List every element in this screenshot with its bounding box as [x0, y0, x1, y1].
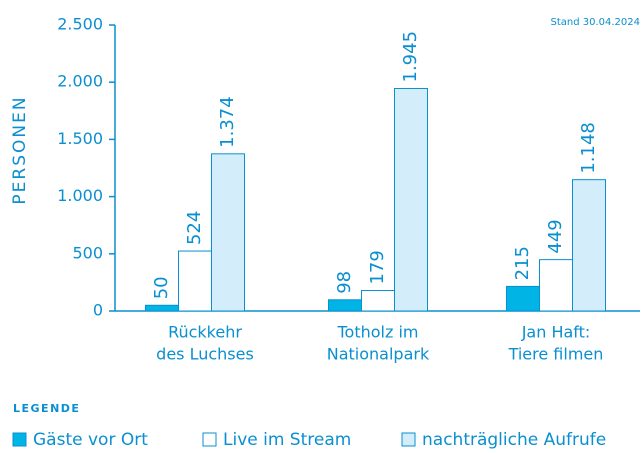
- value-label: 449: [545, 219, 566, 253]
- y-tick-label: 1.000: [57, 186, 103, 205]
- bar: [361, 290, 395, 312]
- bar: [572, 179, 606, 312]
- y-tick-label: 500: [72, 243, 103, 262]
- value-label: 1.945: [400, 31, 421, 83]
- note: Stand 30.04.2024: [550, 17, 640, 28]
- y-tick-label: 0: [93, 301, 103, 320]
- bar: [178, 250, 212, 312]
- value-label: 98: [334, 271, 355, 294]
- y-axis-label: PERSONEN: [10, 95, 30, 204]
- x-tick-label: Totholz im: [336, 323, 418, 342]
- legend-title: LEGENDE: [13, 402, 80, 415]
- x-tick-label: Nationalpark: [327, 345, 430, 364]
- bar: [539, 259, 573, 312]
- legend-label: Live im Stream: [223, 430, 351, 450]
- y-tick-label: 2.500: [57, 15, 103, 34]
- legend-swatch: [401, 432, 416, 447]
- bar: [394, 87, 428, 312]
- legend-label: Gäste vor Ort: [33, 430, 148, 450]
- y-tick-label: 2.000: [57, 72, 103, 91]
- value-label: 215: [512, 246, 533, 280]
- bar: [211, 153, 245, 312]
- legend-swatch: [12, 432, 27, 447]
- value-label: 1.374: [217, 96, 238, 148]
- value-label: 50: [151, 276, 172, 299]
- value-label: 1.148: [578, 122, 599, 174]
- legend-label: nachträgliche Aufrufe: [422, 430, 606, 450]
- legend-swatch: [202, 432, 217, 447]
- value-label: 179: [367, 250, 388, 284]
- value-label: 524: [184, 211, 205, 245]
- x-tick-label: des Luchses: [156, 345, 254, 364]
- x-tick-label: Tiere filmen: [508, 345, 604, 364]
- bar: [145, 304, 179, 312]
- bar: [506, 285, 540, 312]
- y-tick-label: 1.500: [57, 129, 103, 148]
- x-tick-label: Rückkehr: [168, 323, 242, 342]
- x-tick-label: Jan Haft:: [521, 323, 591, 342]
- bar: [328, 299, 362, 312]
